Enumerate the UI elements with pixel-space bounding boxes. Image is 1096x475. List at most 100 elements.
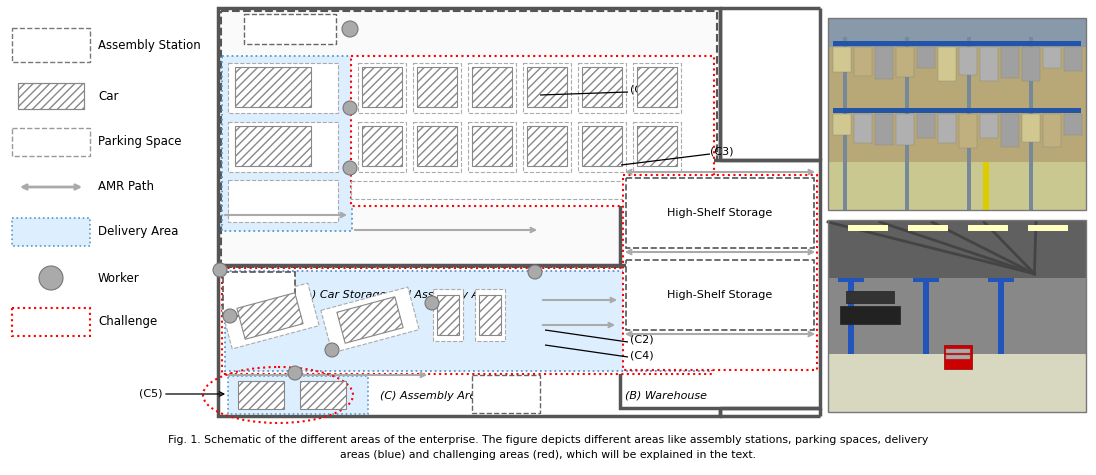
Text: Parking Space: Parking Space <box>98 135 182 149</box>
Bar <box>938 114 956 138</box>
Circle shape <box>222 309 237 323</box>
Text: (C4): (C4) <box>630 350 653 360</box>
Bar <box>238 381 284 409</box>
Bar <box>827 18 1086 210</box>
Bar <box>959 114 977 147</box>
Bar <box>968 225 1008 231</box>
Bar <box>838 277 864 282</box>
Bar <box>336 297 403 343</box>
Circle shape <box>343 161 357 175</box>
Bar <box>923 277 929 354</box>
Bar <box>472 126 512 166</box>
Bar <box>633 63 681 113</box>
Bar <box>987 277 1014 282</box>
Bar <box>637 67 677 107</box>
Bar <box>582 126 623 166</box>
Bar <box>907 225 948 231</box>
Bar <box>833 41 1081 46</box>
Text: Part: Part <box>249 278 269 288</box>
Bar <box>840 306 900 324</box>
Bar <box>633 122 681 172</box>
Bar <box>946 349 970 353</box>
Bar <box>437 295 459 335</box>
Bar <box>875 114 893 139</box>
Text: Part: Part <box>496 383 516 393</box>
Text: Assembly Station: Assembly Station <box>98 38 201 51</box>
Bar <box>12 308 90 336</box>
Bar <box>833 114 850 144</box>
Circle shape <box>288 366 302 380</box>
Bar <box>980 114 998 145</box>
Bar <box>321 287 419 353</box>
Bar <box>578 122 626 172</box>
Bar <box>225 271 709 371</box>
Bar <box>983 162 989 210</box>
Bar <box>1001 114 1019 142</box>
Bar <box>827 220 1086 412</box>
Text: Delivery Area: Delivery Area <box>98 226 179 238</box>
Circle shape <box>326 343 339 357</box>
Text: areas (blue) and challenging areas (red), which will be explained in the text.: areas (blue) and challenging areas (red)… <box>340 450 756 460</box>
Bar <box>300 381 346 409</box>
Bar <box>917 47 935 72</box>
Bar <box>626 178 814 248</box>
Bar <box>913 277 939 282</box>
Bar <box>523 63 571 113</box>
Bar <box>416 67 457 107</box>
Bar <box>12 218 90 246</box>
Text: High-Shelf Storage: High-Shelf Storage <box>667 208 773 218</box>
Bar <box>351 181 713 199</box>
Bar <box>18 83 84 109</box>
Bar <box>944 345 972 369</box>
Circle shape <box>342 21 358 37</box>
Bar <box>413 63 461 113</box>
Text: (A) Car Storage and Assembly Area: (A) Car Storage and Assembly Area <box>300 290 498 300</box>
Text: High-Shelf Storage: High-Shelf Storage <box>667 290 773 300</box>
Bar <box>237 293 304 339</box>
Text: (C5): (C5) <box>138 389 162 399</box>
Circle shape <box>213 263 227 277</box>
Bar <box>1043 114 1061 137</box>
Bar <box>905 37 909 210</box>
Bar <box>833 47 850 72</box>
Bar <box>848 225 888 231</box>
Text: Car: Car <box>98 89 118 103</box>
Bar <box>620 160 820 408</box>
Bar <box>527 126 567 166</box>
Bar <box>1021 114 1040 138</box>
Bar <box>475 289 505 341</box>
Bar <box>416 126 457 166</box>
Circle shape <box>39 266 62 290</box>
Bar <box>228 63 338 113</box>
Bar <box>897 47 914 71</box>
Text: Fig. 1. Schematic of the different areas of the enterprise. The figure depicts d: Fig. 1. Schematic of the different areas… <box>168 435 928 445</box>
Bar <box>358 122 406 172</box>
Bar <box>523 122 571 172</box>
Bar <box>959 47 977 79</box>
Text: Station: Station <box>489 393 524 403</box>
Bar <box>1064 47 1082 74</box>
Bar <box>637 126 677 166</box>
Bar <box>998 277 1004 354</box>
Bar <box>218 8 720 416</box>
Bar <box>946 355 970 359</box>
Bar <box>1043 47 1061 76</box>
Bar <box>1029 37 1034 210</box>
Circle shape <box>425 296 439 310</box>
Bar <box>222 272 295 316</box>
Bar <box>623 175 817 370</box>
Text: (C1): (C1) <box>630 85 653 95</box>
Bar <box>582 67 623 107</box>
Bar <box>468 122 516 172</box>
Bar <box>827 354 1086 412</box>
Bar <box>228 376 368 414</box>
Bar <box>626 260 814 330</box>
Text: (B) Warehouse: (B) Warehouse <box>625 390 707 400</box>
Bar <box>228 180 338 222</box>
Bar <box>827 18 1086 210</box>
Text: (C2): (C2) <box>630 335 653 345</box>
Circle shape <box>343 101 357 115</box>
Bar <box>827 220 1086 277</box>
Bar <box>18 83 84 109</box>
Text: (C3): (C3) <box>710 147 733 157</box>
